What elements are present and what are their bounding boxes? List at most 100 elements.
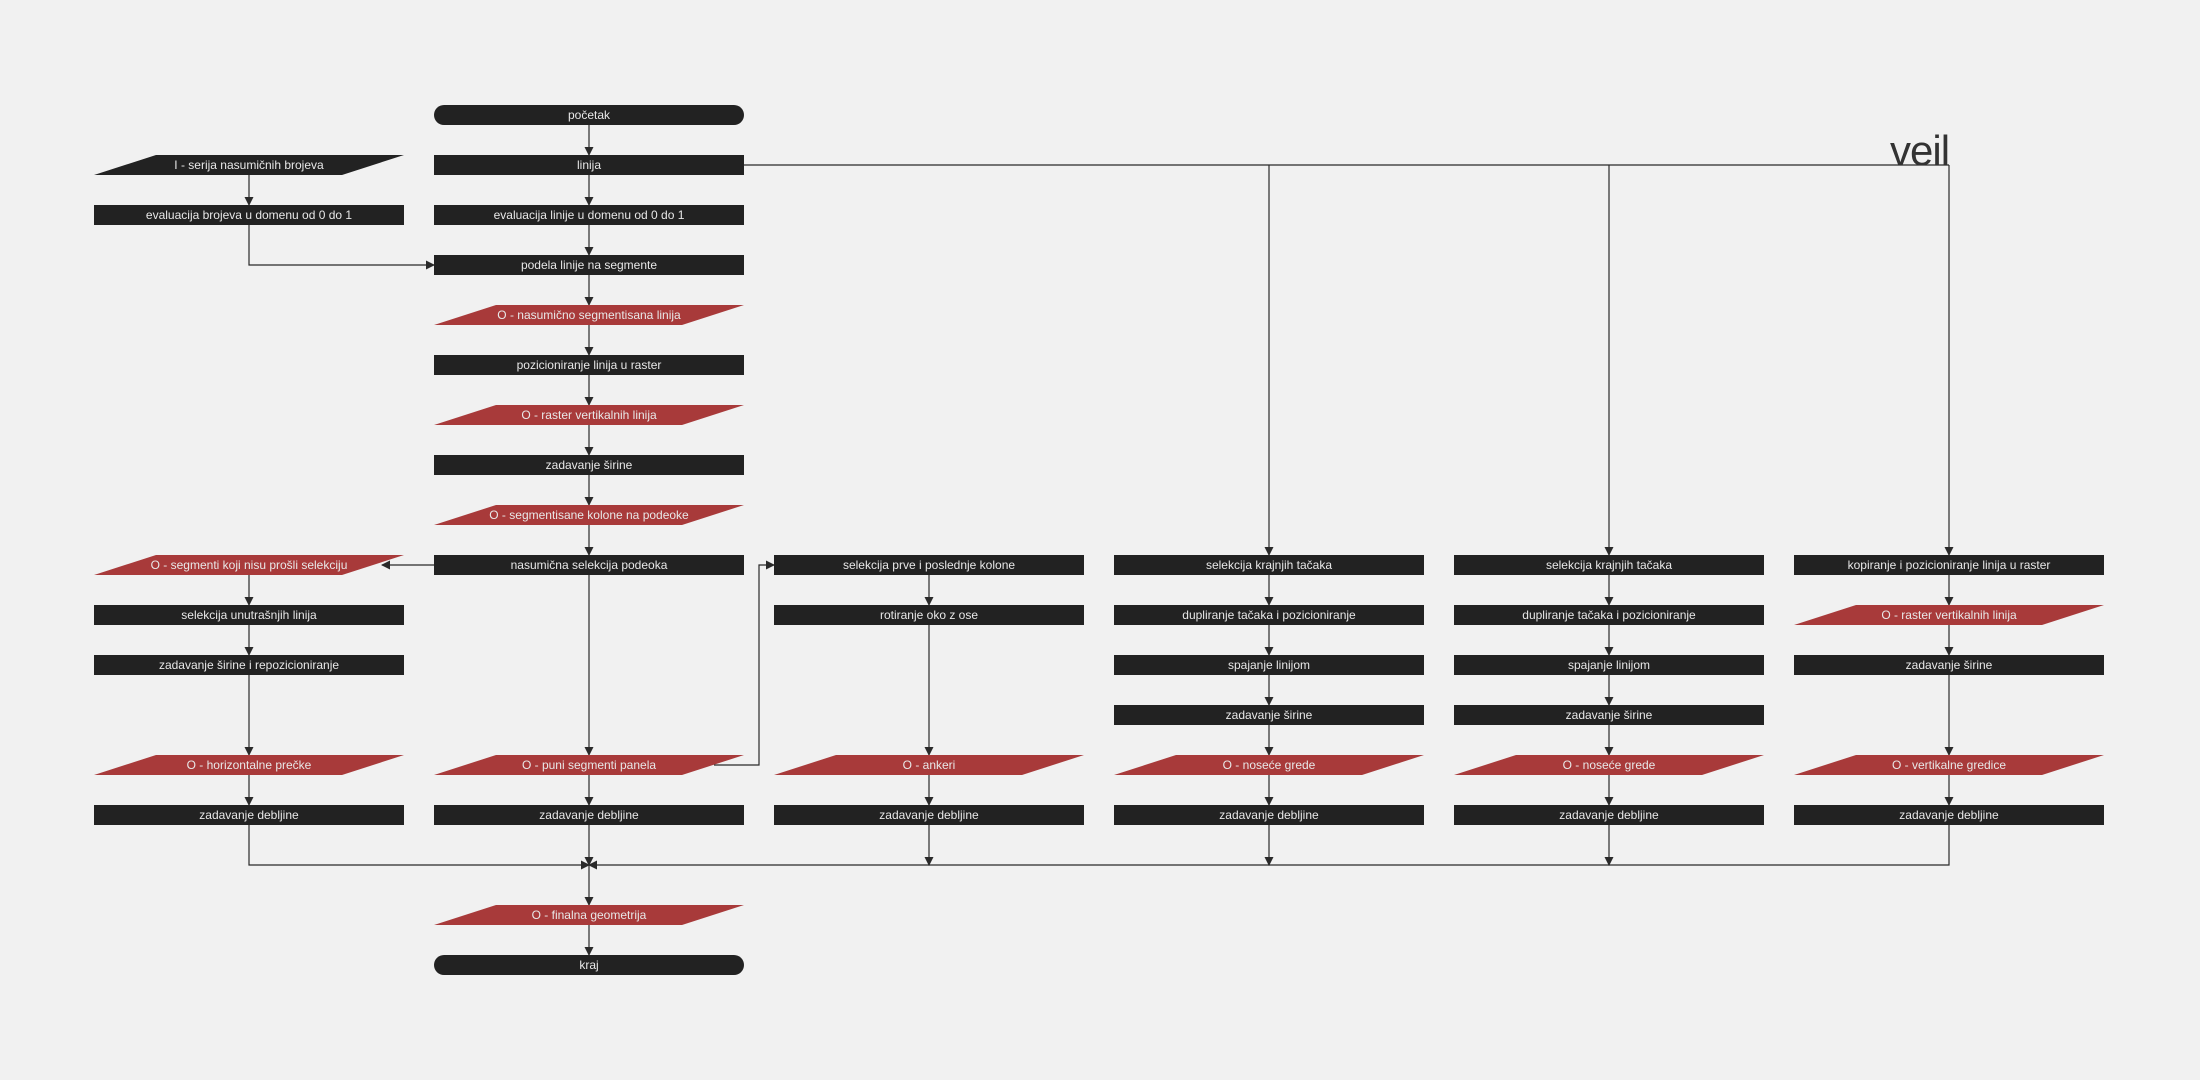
node-label: O - vertikalne gredice xyxy=(1892,758,2006,772)
process-shape xyxy=(1114,555,1424,575)
node-label: zadavanje širine xyxy=(1226,708,1313,722)
node-label: pozicioniranje linija u raster xyxy=(517,358,662,372)
output-shape xyxy=(94,555,404,575)
node-label: rotiranje oko z ose xyxy=(880,608,978,622)
process-shape xyxy=(1454,655,1764,675)
node-label: selekcija krajnjih tačaka xyxy=(1206,558,1332,572)
node-rotiranje: rotiranje oko z ose xyxy=(774,605,1084,625)
process-shape xyxy=(774,555,1084,575)
node-label: zadavanje širine xyxy=(1906,658,1993,672)
process-shape xyxy=(1454,555,1764,575)
node-spajanje2: spajanje linijom xyxy=(1454,655,1764,675)
node-label: O - noseće grede xyxy=(1563,758,1656,772)
node-eval-linije: evaluacija linije u domenu od 0 do 1 xyxy=(434,205,744,225)
process-shape xyxy=(1114,805,1424,825)
process-shape xyxy=(1794,555,2104,575)
node-eval-brojeva: evaluacija brojeva u domenu od 0 do 1 xyxy=(94,205,404,225)
node-sirina5: zadavanje širine xyxy=(1794,655,2104,675)
node-sel-prve: selekcija prve i poslednje kolone xyxy=(774,555,1084,575)
node-label: zadavanje širine xyxy=(546,458,633,472)
process-shape xyxy=(434,255,744,275)
node-label: nasumična selekcija podeoka xyxy=(511,558,668,572)
flowchart-nodes: početak I - serija nasumičnih brojeva lini… xyxy=(94,105,2104,975)
node-label: kraj xyxy=(579,958,598,972)
process-shape xyxy=(434,155,744,175)
process-shape xyxy=(1114,605,1424,625)
node-o-nosece2: O - noseće grede xyxy=(1454,755,1764,775)
process-shape xyxy=(94,805,404,825)
node-label: O - raster vertikalnih linija xyxy=(1881,608,2017,622)
node-deb2: zadavanje debljine xyxy=(434,805,744,825)
output-shape xyxy=(434,755,744,775)
process-shape xyxy=(1114,705,1424,725)
process-shape xyxy=(1794,805,2104,825)
node-o-horiz: O - horizontalne prečke xyxy=(94,755,404,775)
node-dupl2: dupliranje tačaka i pozicioniranje xyxy=(1454,605,1764,625)
node-o-ankeri: O - ankeri xyxy=(774,755,1084,775)
node-label: dupliranje tačaka i pozicioniranje xyxy=(1522,608,1696,622)
output-shape xyxy=(434,305,744,325)
node-label: zadavanje debljine xyxy=(539,808,639,822)
node-label: O - segmentisane kolone na podeoke xyxy=(489,508,689,522)
output-shape xyxy=(774,755,1084,775)
node-dupl1: dupliranje tačaka i pozicioniranje xyxy=(1114,605,1424,625)
process-shape xyxy=(434,555,744,575)
node-nasumicna-sel: nasumična selekcija podeoka xyxy=(434,555,744,575)
node-label: O - raster vertikalnih linija xyxy=(521,408,657,422)
node-o-nasumicno: O - nasumično segmentisana linija xyxy=(434,305,744,325)
process-shape xyxy=(94,205,404,225)
node-sirina1: zadavanje širine xyxy=(434,455,744,475)
node-label: selekcija prve i poslednje kolone xyxy=(843,558,1015,572)
node-label: O - horizontalne prečke xyxy=(187,758,312,772)
process-shape xyxy=(1794,655,2104,675)
process-shape xyxy=(434,205,744,225)
node-label: zadavanje debljine xyxy=(1219,808,1319,822)
process-shape xyxy=(774,805,1084,825)
node-label: O - nasumično segmentisana linija xyxy=(497,308,681,322)
node-deb1: zadavanje debljine xyxy=(94,805,404,825)
node-pozicioniranje: pozicioniranje linija u raster xyxy=(434,355,744,375)
process-shape xyxy=(94,655,404,675)
output-shape xyxy=(1114,755,1424,775)
node-o-puni: O - puni segmenti panela xyxy=(434,755,744,775)
node-label: dupliranje tačaka i pozicioniranje xyxy=(1182,608,1356,622)
node-podela: podela linije na segmente xyxy=(434,255,744,275)
node-deb3: zadavanje debljine xyxy=(774,805,1084,825)
output-shape xyxy=(1794,755,2104,775)
node-start: početak xyxy=(434,105,744,125)
node-label: zadavanje debljine xyxy=(879,808,979,822)
process-shape xyxy=(1454,805,1764,825)
node-sirina4: zadavanje širine xyxy=(1454,705,1764,725)
process-shape xyxy=(434,455,744,475)
node-sel-kraj1: selekcija krajnjih tačaka xyxy=(1114,555,1424,575)
node-o-finalna: O - finalna geometrija xyxy=(434,905,744,925)
node-spajanje1: spajanje linijom xyxy=(1114,655,1424,675)
node-deb5: zadavanje debljine xyxy=(1454,805,1764,825)
node-o-raster1: O - raster vertikalnih linija xyxy=(434,405,744,425)
node-o-kolone: O - segmentisane kolone na podeoke xyxy=(434,505,744,525)
input-shape xyxy=(94,155,404,175)
node-label: spajanje linijom xyxy=(1568,658,1650,672)
node-label: selekcija krajnjih tačaka xyxy=(1546,558,1672,572)
output-shape xyxy=(1454,755,1764,775)
node-label: O - noseće grede xyxy=(1223,758,1316,772)
node-o-raster2: O - raster vertikalnih linija xyxy=(1794,605,2104,625)
node-label: zadavanje debljine xyxy=(1559,808,1659,822)
process-shape xyxy=(774,605,1084,625)
node-o-vert-gred: O - vertikalne gredice xyxy=(1794,755,2104,775)
node-label: O - finalna geometrija xyxy=(532,908,647,922)
node-sirina3: zadavanje širine xyxy=(1114,705,1424,725)
node-kopiranje: kopiranje i pozicioniranje linija u rast… xyxy=(1794,555,2104,575)
node-label: zadavanje debljine xyxy=(199,808,299,822)
node-in-random: I - serija nasumičnih brojeva xyxy=(94,155,404,175)
process-shape xyxy=(434,355,744,375)
node-o-nosece1: O - noseće grede xyxy=(1114,755,1424,775)
node-end: kraj xyxy=(434,955,744,975)
node-label: zadavanje širine i repozicioniranje xyxy=(159,658,339,672)
node-label: početak xyxy=(568,108,611,122)
node-label: kopiranje i pozicioniranje linija u rast… xyxy=(1848,558,2051,572)
node-sel-unutr: selekcija unutrašnjih linija xyxy=(94,605,404,625)
node-label: linija xyxy=(577,158,601,172)
process-shape xyxy=(434,805,744,825)
